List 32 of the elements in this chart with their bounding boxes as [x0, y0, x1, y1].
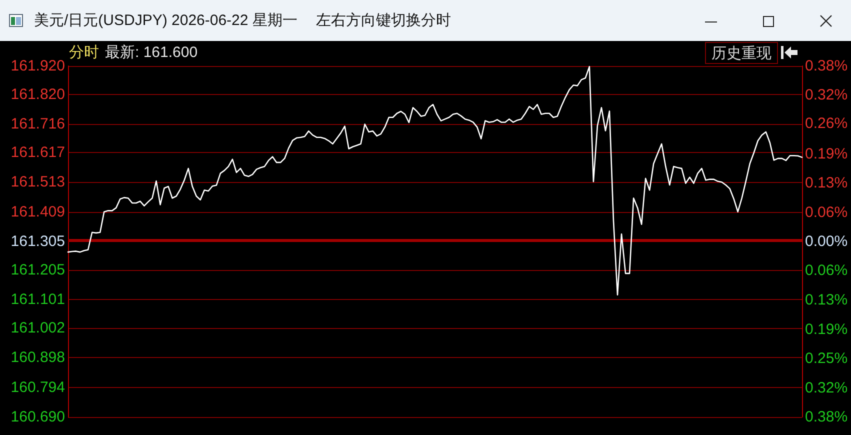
y2-tick-label: 0.06%	[805, 204, 848, 221]
y-tick-label: 160.794	[10, 378, 65, 396]
y-tick-label: 161.205	[10, 262, 65, 279]
y-tick-label: 161.820	[10, 86, 65, 104]
y2-tick-label: 0.06%	[805, 262, 848, 280]
y-tick-label: 161.920	[10, 58, 65, 74]
y2-tick-label: 0.25%	[805, 350, 848, 367]
y2-tick-label: 0.19%	[805, 145, 848, 162]
y-tick-label: 161.716	[10, 116, 65, 133]
y-tick-label: 161.002	[10, 319, 65, 336]
y2-tick-label: 0.00%	[805, 233, 848, 250]
button: 历史重现	[705, 42, 778, 64]
y-tick-label: 161.617	[10, 144, 65, 161]
chart-subtitle: 左右方向键切换分时	[316, 12, 451, 30]
y2-tick-label: 0.38%	[805, 408, 848, 426]
y-tick-label: 161.513	[10, 174, 65, 191]
y-tick-label: 161.101	[10, 291, 65, 308]
y2-tick-label: 0.19%	[805, 320, 848, 338]
y-tick-label: 161.305	[10, 233, 65, 250]
chart-title: 美元/日元(USDJPY) 2026-06-22 星期一	[34, 12, 298, 30]
text: 最新: 161.600	[105, 44, 198, 61]
y-tick-label: 160.690	[10, 408, 65, 426]
y2-tick-label: 0.38%	[805, 58, 848, 74]
y2-tick-label: 0.32%	[805, 86, 848, 104]
y-tick-label: 160.898	[10, 349, 65, 366]
y2-tick-label: 0.13%	[805, 292, 848, 309]
text: 分时	[69, 44, 99, 61]
line-series	[67, 66, 803, 296]
y-tick-label: 161.409	[10, 203, 65, 220]
y2-tick-label: 0.32%	[805, 379, 848, 396]
y2-tick-label: 0.26%	[805, 115, 848, 132]
y2-tick-label: 0.13%	[805, 174, 848, 192]
